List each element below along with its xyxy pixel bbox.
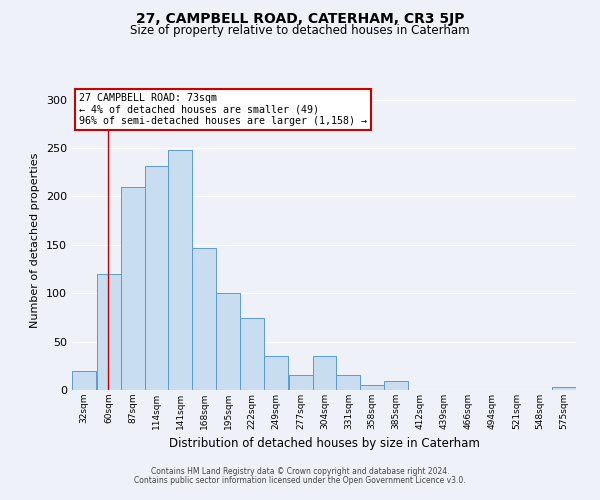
- Bar: [289, 376, 313, 390]
- Bar: [264, 356, 288, 390]
- Bar: [72, 370, 96, 390]
- Bar: [145, 166, 169, 390]
- Text: Size of property relative to detached houses in Caterham: Size of property relative to detached ho…: [130, 24, 470, 37]
- Bar: [240, 318, 264, 390]
- Text: 27, CAMPBELL ROAD, CATERHAM, CR3 5JP: 27, CAMPBELL ROAD, CATERHAM, CR3 5JP: [136, 12, 464, 26]
- Bar: [97, 274, 121, 390]
- Text: Contains HM Land Registry data © Crown copyright and database right 2024.: Contains HM Land Registry data © Crown c…: [151, 467, 449, 476]
- Bar: [313, 356, 337, 390]
- Text: Contains public sector information licensed under the Open Government Licence v3: Contains public sector information licen…: [134, 476, 466, 485]
- Bar: [384, 382, 408, 390]
- X-axis label: Distribution of detached houses by size in Caterham: Distribution of detached houses by size …: [169, 438, 479, 450]
- Y-axis label: Number of detached properties: Number of detached properties: [31, 152, 40, 328]
- Bar: [552, 387, 576, 390]
- Bar: [360, 385, 384, 390]
- Bar: [216, 293, 240, 390]
- Bar: [192, 248, 216, 390]
- Text: 27 CAMPBELL ROAD: 73sqm
← 4% of detached houses are smaller (49)
96% of semi-det: 27 CAMPBELL ROAD: 73sqm ← 4% of detached…: [79, 93, 367, 126]
- Bar: [121, 187, 145, 390]
- Bar: [169, 150, 192, 390]
- Bar: [337, 376, 360, 390]
